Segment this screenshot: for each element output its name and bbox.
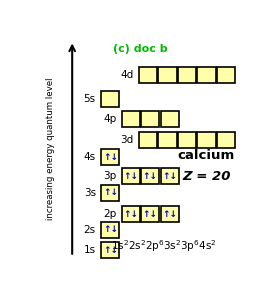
Text: 5s: 5s	[84, 94, 96, 104]
Text: 2s: 2s	[84, 225, 96, 235]
Text: 3s: 3s	[84, 188, 96, 198]
Bar	[141, 111, 159, 127]
Bar	[158, 132, 176, 148]
Text: 1s: 1s	[84, 245, 96, 255]
Bar	[101, 149, 119, 165]
Text: 4d: 4d	[120, 70, 134, 80]
Text: ↑↓: ↑↓	[143, 210, 158, 219]
Bar	[178, 132, 196, 148]
Text: calcium: calcium	[178, 149, 235, 162]
Text: ↑↓: ↑↓	[123, 210, 138, 219]
Bar	[101, 242, 119, 258]
Text: (c) doc b: (c) doc b	[112, 44, 167, 54]
Text: ↑↓: ↑↓	[103, 188, 118, 197]
Bar	[101, 185, 119, 201]
Bar	[139, 68, 157, 83]
Text: 3p: 3p	[103, 171, 116, 181]
Text: 2p: 2p	[103, 209, 116, 219]
Text: ↑↓: ↑↓	[143, 172, 158, 181]
Bar	[122, 206, 140, 222]
Bar	[197, 132, 216, 148]
Text: ↑↓: ↑↓	[162, 210, 177, 219]
Text: ↑↓: ↑↓	[162, 172, 177, 181]
Text: increasing energy quantum level: increasing energy quantum level	[46, 78, 55, 221]
Bar	[197, 68, 216, 83]
Bar	[139, 132, 157, 148]
Text: ↑↓: ↑↓	[103, 246, 118, 255]
Bar	[101, 91, 119, 107]
Bar	[122, 111, 140, 127]
Bar	[101, 222, 119, 238]
Text: 4p: 4p	[103, 114, 116, 124]
Text: $\mathregular{1s^22s^22p^63s^23p^64s^2}$: $\mathregular{1s^22s^22p^63s^23p^64s^2}$	[111, 238, 216, 254]
Text: 3d: 3d	[120, 135, 134, 145]
Bar	[178, 68, 196, 83]
Bar	[141, 206, 159, 222]
Bar	[161, 168, 179, 184]
Bar	[217, 132, 235, 148]
Bar	[161, 206, 179, 222]
Text: 4s: 4s	[84, 152, 96, 162]
Bar	[122, 168, 140, 184]
Bar	[217, 68, 235, 83]
Bar	[161, 111, 179, 127]
Bar	[141, 168, 159, 184]
Text: Z = 20: Z = 20	[182, 170, 231, 182]
Bar	[158, 68, 176, 83]
Text: ↑↓: ↑↓	[103, 152, 118, 162]
Text: ↑↓: ↑↓	[103, 225, 118, 234]
Text: ↑↓: ↑↓	[123, 172, 138, 181]
